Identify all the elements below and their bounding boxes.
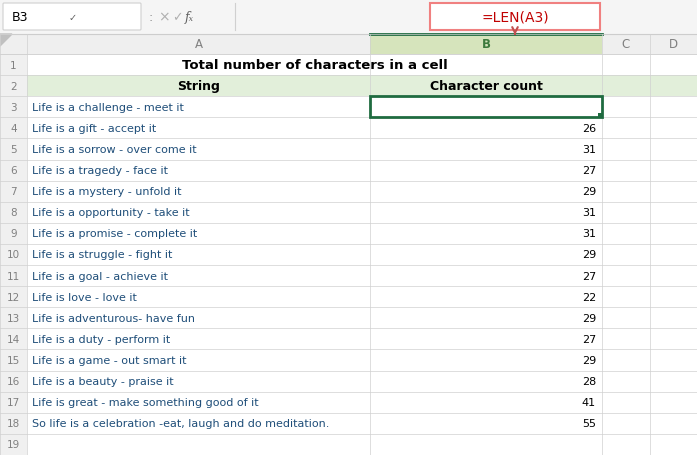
Text: Life is a sorrow - over come it: Life is a sorrow - over come it (32, 145, 197, 155)
Text: 13: 13 (7, 313, 20, 323)
Text: 27: 27 (582, 271, 596, 281)
Text: Life is a mystery - unfold it: Life is a mystery - unfold it (32, 187, 181, 197)
Text: 29: 29 (582, 250, 596, 260)
Text: 22: 22 (582, 292, 596, 302)
Text: 29: 29 (582, 355, 596, 365)
Bar (27, 76, 697, 97)
Text: 27: 27 (582, 334, 596, 344)
Text: Life is a struggle - fight it: Life is a struggle - fight it (32, 250, 172, 260)
Text: A: A (194, 38, 203, 51)
Polygon shape (0, 35, 12, 47)
Text: Character count: Character count (429, 80, 542, 93)
Text: String: String (177, 80, 220, 93)
Text: 5: 5 (10, 145, 17, 155)
Text: fₓ: fₓ (185, 11, 194, 24)
Text: =LEN(A3): =LEN(A3) (481, 10, 549, 25)
Text: Life is a duty - perform it: Life is a duty - perform it (32, 334, 170, 344)
Bar (598, 114, 602, 118)
Text: 19: 19 (7, 440, 20, 450)
Text: 31: 31 (582, 229, 596, 239)
Text: 2: 2 (10, 81, 17, 91)
Text: Life is a tragedy - face it: Life is a tragedy - face it (32, 166, 168, 176)
Text: Life is adventurous- have fun: Life is adventurous- have fun (32, 313, 195, 323)
Text: 29: 29 (582, 313, 596, 323)
Text: 29: 29 (582, 187, 596, 197)
Text: 16: 16 (7, 376, 20, 386)
Bar (0, 0, 697, 35)
Text: 31: 31 (582, 145, 596, 155)
Text: B3: B3 (12, 11, 29, 24)
Bar (0, 55, 27, 455)
Text: 4: 4 (10, 124, 17, 134)
Text: 12: 12 (7, 292, 20, 302)
Text: 29: 29 (582, 102, 596, 112)
Text: Life is love - love it: Life is love - love it (32, 292, 137, 302)
Text: 26: 26 (582, 124, 596, 134)
Text: 7: 7 (10, 187, 17, 197)
Text: D: D (669, 38, 678, 51)
Bar (370, 35, 602, 55)
Text: :: : (148, 11, 152, 24)
Text: 41: 41 (582, 397, 596, 407)
Text: 9: 9 (10, 229, 17, 239)
Text: 3: 3 (10, 102, 17, 112)
Text: Life is a promise - complete it: Life is a promise - complete it (32, 229, 197, 239)
Text: ✓: ✓ (172, 11, 183, 24)
Text: 31: 31 (582, 208, 596, 218)
Text: 10: 10 (7, 250, 20, 260)
Text: B: B (482, 38, 491, 51)
Text: Total number of characters in a cell: Total number of characters in a cell (182, 59, 447, 72)
FancyBboxPatch shape (3, 4, 141, 31)
Text: Life is a goal - achieve it: Life is a goal - achieve it (32, 271, 168, 281)
Text: ×: × (158, 10, 169, 25)
Text: 27: 27 (582, 166, 596, 176)
Text: Life is a game - out smart it: Life is a game - out smart it (32, 355, 187, 365)
Text: 14: 14 (7, 334, 20, 344)
Text: Life is a beauty - praise it: Life is a beauty - praise it (32, 376, 174, 386)
Text: 17: 17 (7, 397, 20, 407)
Text: 11: 11 (7, 271, 20, 281)
Text: 8: 8 (10, 208, 17, 218)
Text: So life is a celebration -eat, laugh and do meditation.: So life is a celebration -eat, laugh and… (32, 419, 330, 429)
Text: 6: 6 (10, 166, 17, 176)
Text: Life is great - make something good of it: Life is great - make something good of i… (32, 397, 259, 407)
Text: 18: 18 (7, 419, 20, 429)
Text: 15: 15 (7, 355, 20, 365)
Text: Life is a challenge - meet it: Life is a challenge - meet it (32, 102, 184, 112)
Text: ✓: ✓ (69, 12, 77, 22)
Text: C: C (622, 38, 630, 51)
Bar (370, 97, 602, 118)
Text: Life is a opportunity - take it: Life is a opportunity - take it (32, 208, 190, 218)
Text: Life is a gift - accept it: Life is a gift - accept it (32, 124, 156, 134)
Text: 28: 28 (582, 376, 596, 386)
Text: 55: 55 (582, 419, 596, 429)
Bar (0, 35, 697, 55)
Text: 1: 1 (10, 61, 17, 71)
Bar (430, 4, 600, 31)
